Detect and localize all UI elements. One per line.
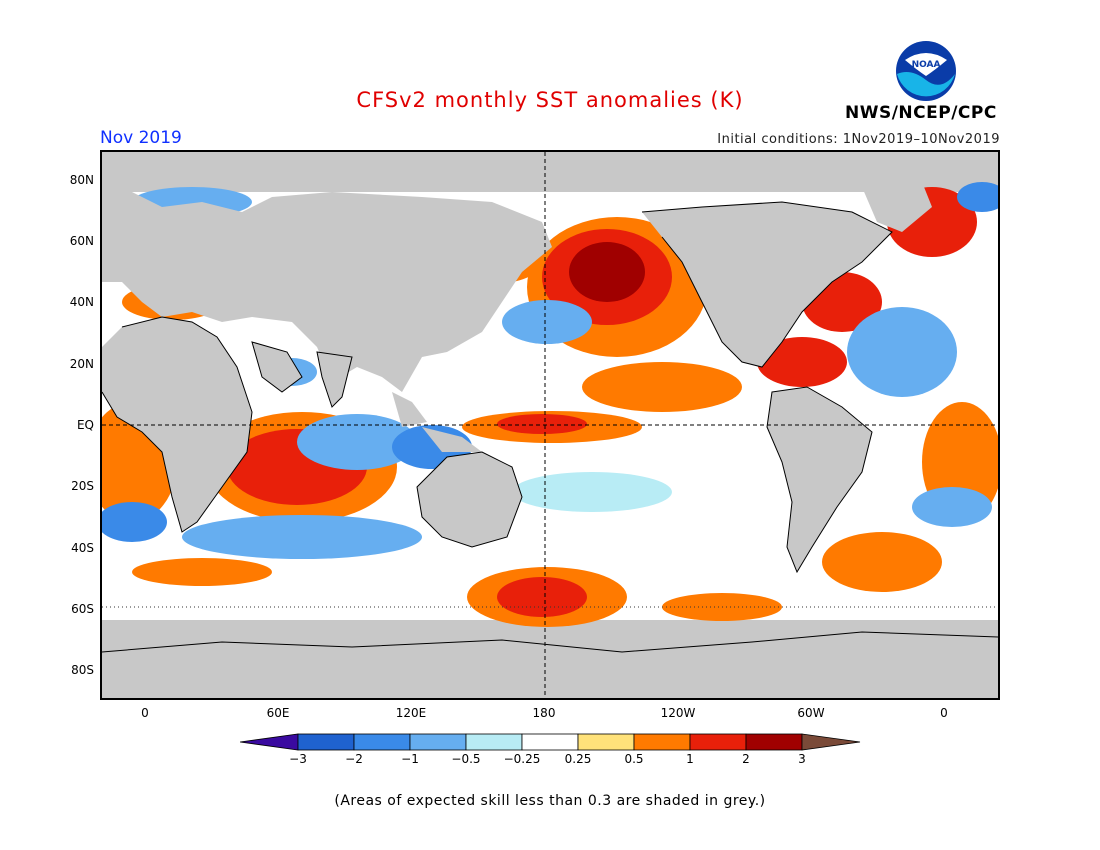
lon-label-180: 180 [532, 706, 556, 720]
lon-label-60e: 60E [266, 706, 290, 720]
colorbar-label: −2 [345, 752, 363, 766]
colorbar-over-arrow [801, 733, 861, 751]
lat-label-20s: 20S [71, 479, 94, 493]
skill-footnote: (Areas of expected skill less than 0.3 a… [334, 793, 766, 809]
colorbar-label: 2 [742, 752, 750, 766]
lat-label-40n: 40N [69, 295, 94, 309]
colorbar-bin [353, 733, 411, 751]
colorbar-bin [521, 733, 579, 751]
colorbar-label: −1 [401, 752, 419, 766]
lat-label-60s: 60S [71, 602, 94, 616]
colorbar-bin [297, 733, 355, 751]
lat-label-20n: 20N [69, 357, 94, 371]
lat-label-60n: 60N [69, 234, 94, 248]
colorbar-label: 0.5 [624, 752, 644, 766]
colorbar-label: −0.25 [503, 752, 541, 766]
svg-text:NOAA: NOAA [912, 60, 941, 70]
colorbar-bin [465, 733, 523, 751]
lon-label-60w: 60W [797, 706, 825, 720]
lat-label-40s: 40S [71, 541, 94, 555]
lon-label-120w: 120W [660, 706, 696, 720]
colorbar-label: 1 [686, 752, 694, 766]
forecast-month: Nov 2019 [100, 128, 182, 148]
lon-label-120e: 120E [395, 706, 427, 720]
colorbar-under-arrow [240, 733, 299, 751]
initial-conditions: Initial conditions: 1Nov2019–10Nov2019 [717, 132, 1000, 147]
sst-map-canvas [102, 152, 998, 698]
lat-label-eq: EQ [76, 418, 94, 432]
colorbar-label: 0.25 [564, 752, 592, 766]
colorbar-bin [689, 733, 747, 751]
noaa-logo-icon: NOAA [896, 41, 956, 101]
agency-label: NWS/NCEP/CPC [845, 103, 997, 123]
colorbar-bin [633, 733, 691, 751]
colorbar-label: −0.5 [451, 752, 481, 766]
colorbar-bin [745, 733, 803, 751]
lon-label-0-right: 0 [940, 706, 948, 720]
lon-label-0: 0 [141, 706, 149, 720]
map-title: CFSv2 monthly SST anomalies (K) [356, 88, 744, 112]
sst-anomaly-map [100, 150, 1000, 700]
lat-label-80s: 80S [71, 663, 94, 677]
lat-label-80n: 80N [69, 173, 94, 187]
colorbar-label: −3 [289, 752, 307, 766]
colorbar-label: 3 [798, 752, 806, 766]
anomaly-colorbar [240, 733, 861, 751]
colorbar-bin [409, 733, 467, 751]
colorbar-bin [577, 733, 635, 751]
